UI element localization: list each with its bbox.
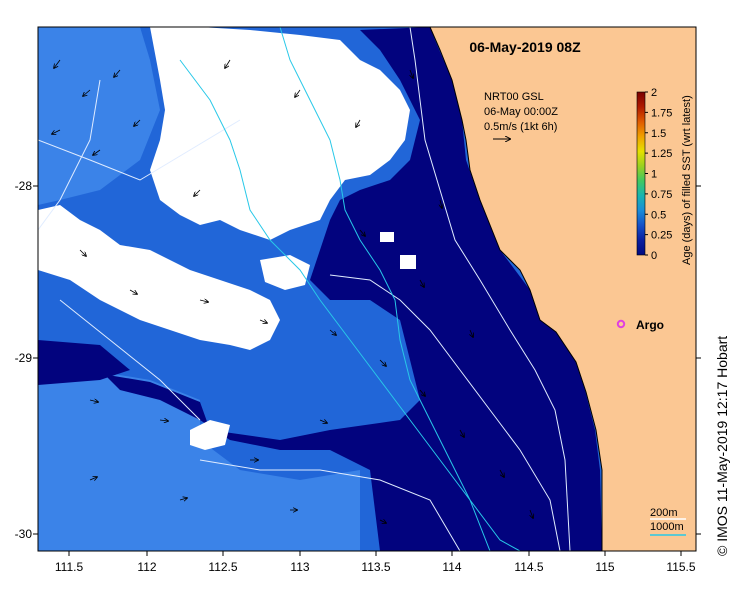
plot-area (38, 27, 696, 551)
ocean-oldest-sst-south (38, 370, 360, 551)
x-tick-label: 113.5 (361, 560, 390, 574)
y-tick-label: -28 (15, 179, 33, 193)
coastline (429, 27, 603, 551)
current-vectors (52, 59, 533, 523)
x-tick-label: 111.5 (55, 560, 84, 574)
x-tick-label: 112 (137, 560, 156, 574)
colorbar-tick-label: 0 (651, 250, 657, 262)
current-source-label: NRT00 GSL (484, 91, 544, 103)
current-track (179, 59, 491, 551)
colorbar-tick-label: 1.75 (651, 107, 672, 119)
argo-label: Argo (636, 318, 664, 332)
land-western-australia (430, 27, 696, 551)
isobath-200m (409, 27, 571, 551)
colorbar-ticks: 2 1.75 1.5 1.25 1 0.75 0.5 0.25 0 (645, 87, 672, 262)
colorbar-tick-label: 0.25 (651, 230, 672, 242)
cloud-patch (380, 232, 394, 242)
colorbar-tick-label: 1.25 (651, 148, 672, 160)
ocean-recent-sst-west (38, 340, 130, 385)
ocean-recent-sst (38, 27, 602, 551)
cloud-south (190, 420, 230, 450)
x-tick-label: 114.5 (514, 560, 543, 574)
colorbar-tick-label: 1.5 (651, 128, 666, 140)
current-track (279, 27, 521, 551)
cloud-west (38, 205, 280, 350)
x-tick-label: 113 (290, 560, 309, 574)
cloud-patch (400, 255, 416, 269)
imos-credit: © IMOS 11-May-2019 12:17 Hobart (714, 335, 730, 556)
colorbar (636, 91, 646, 256)
x-tick-label: 112.5 (208, 560, 237, 574)
depth-legend: 200m 1000m (650, 507, 686, 536)
colorbar-tick-label: 0.5 (651, 209, 666, 221)
x-tick-label: 114 (442, 560, 461, 574)
colorbar-label: Age (days) of filled SST (wrt latest) (681, 95, 693, 265)
y-axis: -28 -29 -30 (15, 179, 701, 541)
plot-frame (37, 26, 697, 552)
isobath-1000m (38, 79, 561, 551)
current-scale-label: 0.5m/s (1kt 6h) (484, 121, 557, 133)
cloud-north (150, 27, 410, 240)
cloud-central (260, 255, 310, 290)
map-title: 06-May-2019 08Z (469, 39, 581, 55)
isobath-deep (38, 119, 461, 551)
argo-float-icon (616, 319, 626, 329)
depth-legend-200m: 200m (650, 507, 678, 519)
colorbar-tick-label: 0.75 (651, 189, 672, 201)
colorbar-tick-label: 1 (651, 169, 657, 181)
x-axis: 111.5 112 112.5 113 113.5 114 114.5 115 115.5 (55, 551, 696, 574)
depth-legend-1000m: 1000m (650, 521, 684, 533)
x-tick-label: 115.5 (666, 560, 695, 574)
y-tick-label: -30 (15, 527, 33, 541)
y-tick-label: -29 (15, 351, 33, 365)
x-tick-label: 115 (595, 560, 614, 574)
argo-marker: Argo (616, 318, 664, 332)
ocean-oldest-sst-west (38, 27, 160, 205)
colorbar-tick-label: 2 (651, 87, 657, 99)
current-time-label: 06-May 00:00Z (484, 106, 558, 118)
